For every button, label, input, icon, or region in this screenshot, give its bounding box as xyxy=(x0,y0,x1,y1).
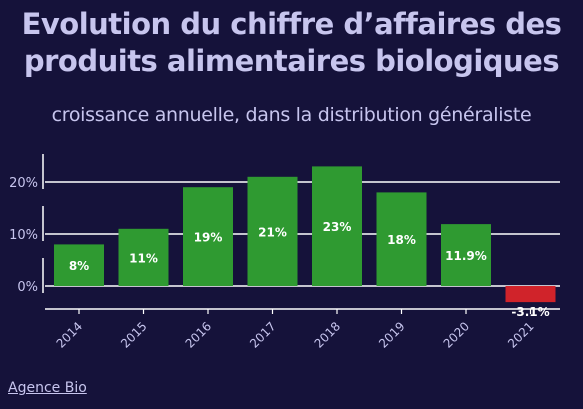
data-label: 11.9% xyxy=(445,249,487,263)
data-label: 23% xyxy=(323,220,352,234)
bar xyxy=(247,176,298,286)
x-tick-label: 2016 xyxy=(183,319,214,350)
data-label: 19% xyxy=(194,231,223,245)
chart-subtitle: croissance annuelle, dans la distributio… xyxy=(51,104,532,126)
y-tick-label: 10% xyxy=(9,228,38,243)
x-tick-label: 2018 xyxy=(312,319,343,350)
x-tick-label: 2017 xyxy=(247,319,278,350)
bar-chart: 0% 10% 20% 8% 2014 11% 2015 19% 2016 21% 2017 23% 20… xyxy=(9,154,560,351)
chart-title: Evolution du chiffre d’affaires des prod… xyxy=(0,6,583,80)
bar xyxy=(312,166,362,286)
data-label: 18% xyxy=(387,233,416,247)
x-tick-label: 2015 xyxy=(118,319,149,350)
bar xyxy=(183,187,233,286)
x-tick-label: 2019 xyxy=(376,319,407,350)
bar xyxy=(376,192,427,286)
chart-title-line-2: produits alimentaires biologiques xyxy=(23,44,560,78)
chart-title-line-1: Evolution du chiffre d’affaires des xyxy=(21,7,562,41)
x-tick-label: 2021 xyxy=(505,319,536,350)
x-tick-label: 2014 xyxy=(54,319,85,350)
bar xyxy=(54,244,104,286)
data-label: 21% xyxy=(258,225,287,239)
y-tick-label: 0% xyxy=(17,280,38,295)
source-link[interactable]: Agence Bio xyxy=(8,380,87,396)
bar xyxy=(505,286,556,303)
data-label: 8% xyxy=(69,259,89,273)
bar xyxy=(118,228,169,286)
bar xyxy=(441,224,491,286)
x-tick-label: 2020 xyxy=(441,319,472,350)
y-tick-label: 20% xyxy=(9,176,38,191)
data-label: 11% xyxy=(129,251,158,265)
